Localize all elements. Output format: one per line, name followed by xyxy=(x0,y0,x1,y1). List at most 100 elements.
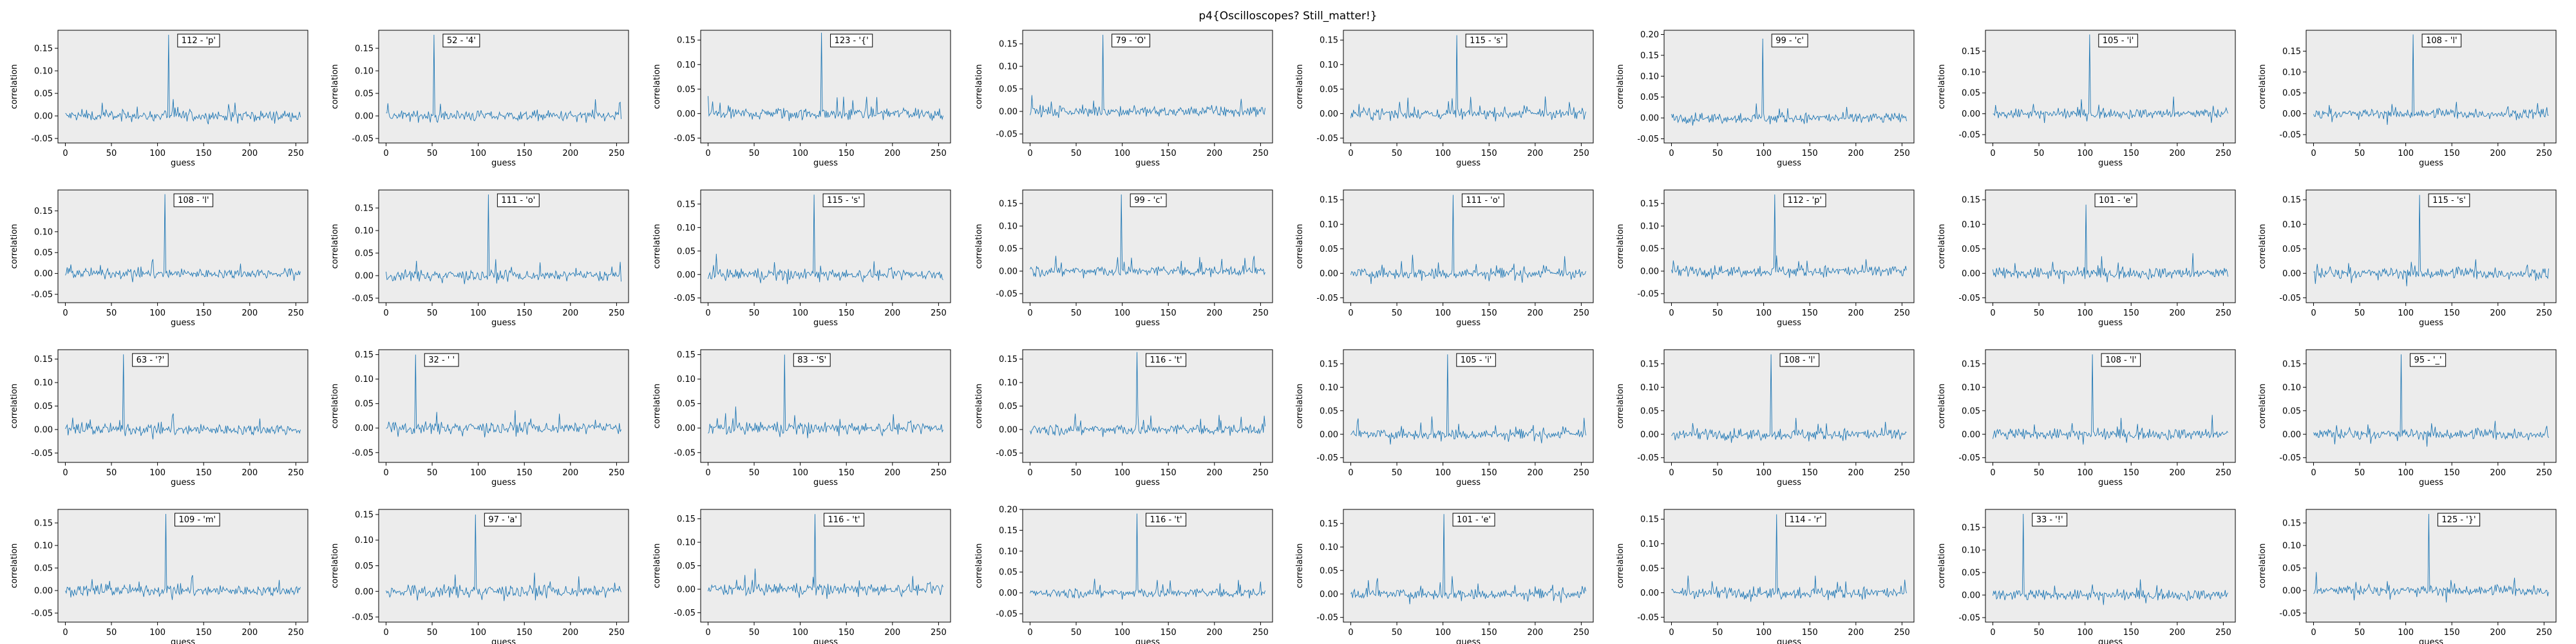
x-tick-label: 0 xyxy=(1990,149,1995,158)
subplot-19: 0 50 100 150 200 250 -0.05 0.00 0.05 0.10 0.15 gues… xyxy=(974,349,1273,488)
axes-frame xyxy=(700,189,951,303)
x-axis-label: guess xyxy=(1456,318,1481,328)
subplot-1: 0 50 100 150 200 250 -0.05 0.00 0.05 0.10 0.15 gues… xyxy=(330,30,629,168)
annotation-box xyxy=(1771,33,1808,48)
peak-annotation: 112 - 'p' xyxy=(1788,196,1822,205)
y-tick-label: 0.00 xyxy=(999,108,1018,117)
x-tick-label: 100 xyxy=(1756,628,1772,638)
axes-frame xyxy=(57,509,308,623)
x-tick-label: 100 xyxy=(470,468,486,478)
x-axis-label: guess xyxy=(2098,158,2123,168)
y-tick-label: 0.10 xyxy=(1640,72,1659,82)
y-axis-label: correlation xyxy=(652,224,662,269)
y-tick-label: 0.10 xyxy=(999,62,1018,72)
series-line xyxy=(65,354,301,440)
y-tick-label: 0.00 xyxy=(1962,109,1980,119)
x-tick-label: 50 xyxy=(2354,468,2365,478)
annotation-box xyxy=(2101,353,2141,367)
y-tick-label: 0.10 xyxy=(1320,61,1338,70)
x-axis-label: guess xyxy=(1456,638,1481,644)
x-tick-label: 150 xyxy=(2444,149,2460,158)
y-tick-label: 0.10 xyxy=(2282,68,2301,77)
x-axis-label: guess xyxy=(2419,318,2443,328)
y-tick-label: -0.05 xyxy=(996,610,1018,620)
x-axis-label: guess xyxy=(171,478,195,488)
peak-annotation: 109 - 'm' xyxy=(179,515,216,525)
y-tick-label: 0.15 xyxy=(355,44,374,54)
x-tick-label: 0 xyxy=(705,468,710,478)
axes-frame xyxy=(57,30,308,144)
x-tick-label: 50 xyxy=(2034,149,2045,158)
x-axis-label: guess xyxy=(1777,318,1801,328)
y-axis-label: correlation xyxy=(974,544,984,589)
series-line xyxy=(2313,194,2549,287)
y-tick-label: -0.05 xyxy=(31,290,53,300)
peak-annotation: 108 - 'l' xyxy=(2105,355,2137,365)
y-tick-label: 0.10 xyxy=(1640,383,1659,393)
series-line xyxy=(386,354,621,438)
y-tick-label: 0.00 xyxy=(1320,269,1338,279)
y-tick-label: 0.10 xyxy=(34,542,53,551)
x-tick-label: 50 xyxy=(106,149,117,158)
x-tick-label: 150 xyxy=(196,149,212,158)
x-tick-label: 200 xyxy=(562,628,578,638)
x-tick-label: 0 xyxy=(1669,149,1674,158)
y-tick-label: -0.05 xyxy=(674,294,696,303)
y-axis-label: correlation xyxy=(330,544,340,589)
y-tick-label: 0.00 xyxy=(2282,587,2301,596)
x-tick-label: 0 xyxy=(62,149,68,158)
plot-area xyxy=(1023,350,1273,462)
series-line xyxy=(1350,514,1586,605)
y-tick-label: -0.05 xyxy=(1958,614,1980,623)
x-tick-label: 150 xyxy=(516,308,533,318)
x-tick-label: 0 xyxy=(62,308,68,318)
x-axis-label: guess xyxy=(813,478,838,488)
y-tick-label: 0.15 xyxy=(34,355,53,365)
x-tick-label: 200 xyxy=(242,149,258,158)
x-tick-label: 250 xyxy=(931,149,947,158)
plot-area xyxy=(58,350,308,462)
y-axis-label: correlation xyxy=(652,544,662,589)
subplot-3: 0 50 100 150 200 250 -0.05 0.00 0.05 0.10 0.15 gues… xyxy=(974,30,1273,168)
y-tick-label: 0.15 xyxy=(1640,515,1659,525)
annotation-box xyxy=(442,33,480,48)
y-tick-label: 0.00 xyxy=(677,270,696,280)
x-tick-label: 250 xyxy=(2536,149,2552,158)
axes-frame xyxy=(2306,189,2557,303)
y-axis-label: correlation xyxy=(1937,224,1947,269)
plot-area xyxy=(701,190,951,303)
x-tick-label: 50 xyxy=(1392,628,1403,638)
y-tick-label: 0.00 xyxy=(999,267,1018,277)
x-tick-label: 50 xyxy=(1392,308,1403,318)
x-tick-label: 250 xyxy=(1573,149,1589,158)
x-tick-label: 250 xyxy=(1894,468,1910,478)
y-tick-label: 0.05 xyxy=(34,402,53,412)
series-line xyxy=(2313,354,2549,447)
x-tick-label: 150 xyxy=(1802,628,1818,638)
series-line xyxy=(2313,34,2549,125)
y-tick-label: -0.05 xyxy=(352,613,374,623)
peak-annotation: 115 - 's' xyxy=(827,196,860,205)
x-tick-label: 200 xyxy=(2490,628,2506,638)
plot-area xyxy=(1343,30,1593,143)
axes-frame xyxy=(1663,30,1915,144)
y-axis-label: correlation xyxy=(2258,64,2268,109)
y-tick-label: 0.10 xyxy=(1640,540,1659,549)
x-tick-label: 150 xyxy=(2123,468,2139,478)
y-tick-label: 0.10 xyxy=(2282,542,2301,551)
annotation-box xyxy=(2437,513,2481,527)
x-tick-label: 200 xyxy=(884,628,900,638)
y-tick-label: -0.05 xyxy=(674,609,696,618)
x-tick-label: 200 xyxy=(562,468,578,478)
x-axis-label: guess xyxy=(2098,318,2123,328)
y-tick-label: 0.15 xyxy=(999,526,1018,536)
x-axis-label: guess xyxy=(1456,158,1481,168)
x-tick-label: 50 xyxy=(106,308,117,318)
annotation-box xyxy=(1146,353,1187,367)
x-tick-label: 150 xyxy=(196,468,212,478)
y-tick-label: 0.15 xyxy=(355,350,374,360)
subplot-8: 0 50 100 150 200 250 -0.05 0.00 0.05 0.10 0.15 gues… xyxy=(10,189,308,328)
subplot-23: 0 50 100 150 200 250 -0.05 0.00 0.05 0.10 0.15 gues… xyxy=(2258,349,2557,488)
y-tick-label: 0.00 xyxy=(1320,590,1338,600)
y-tick-label: 0.15 xyxy=(1320,359,1338,369)
